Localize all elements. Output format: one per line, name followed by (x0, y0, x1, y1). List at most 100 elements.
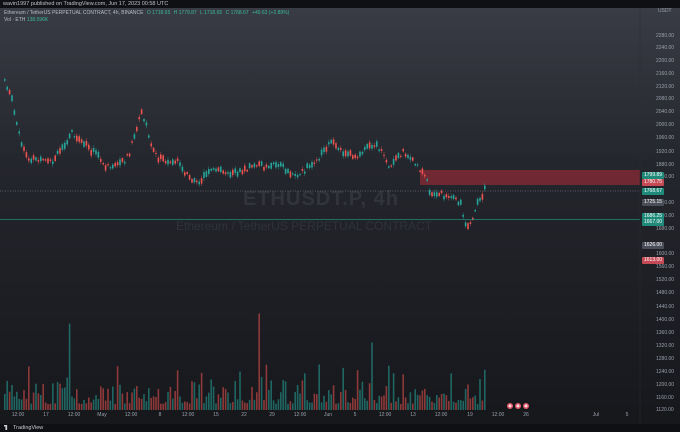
candle[interactable] (164, 160, 167, 164)
candle[interactable] (352, 155, 354, 159)
candle[interactable] (124, 161, 126, 164)
candle[interactable] (404, 153, 407, 157)
candle[interactable] (330, 139, 332, 144)
candle[interactable] (368, 142, 371, 149)
candle[interactable] (191, 179, 193, 183)
candle[interactable] (428, 189, 431, 195)
candle[interactable] (390, 165, 392, 167)
candle[interactable] (215, 168, 217, 172)
candle[interactable] (44, 159, 47, 161)
candle[interactable] (40, 156, 42, 162)
candle[interactable] (205, 171, 208, 177)
candle[interactable] (296, 174, 299, 178)
candle[interactable] (436, 192, 438, 197)
candle[interactable] (424, 174, 426, 177)
candle[interactable] (301, 168, 304, 171)
candle[interactable] (347, 151, 349, 157)
candle[interactable] (92, 148, 95, 152)
candle[interactable] (299, 174, 301, 176)
event-icon[interactable]: ◉ (507, 403, 513, 409)
candle[interactable] (234, 168, 236, 174)
candle[interactable] (460, 199, 462, 205)
candle[interactable] (438, 192, 440, 196)
candle[interactable] (102, 162, 104, 165)
candle[interactable] (383, 154, 385, 156)
candle[interactable] (222, 170, 224, 174)
candle[interactable] (239, 168, 241, 172)
candle[interactable] (66, 140, 68, 145)
candle[interactable] (320, 149, 323, 156)
candle[interactable] (181, 166, 184, 172)
candle[interactable] (323, 147, 325, 153)
candle[interactable] (373, 145, 376, 147)
candle[interactable] (114, 162, 116, 167)
candle[interactable] (416, 164, 419, 166)
candle[interactable] (160, 154, 162, 160)
candle[interactable] (359, 151, 361, 157)
candle[interactable] (335, 143, 337, 149)
event-icon[interactable]: ◉ (515, 403, 521, 409)
candle[interactable] (116, 162, 119, 166)
candle[interactable] (378, 149, 380, 152)
candle[interactable] (244, 165, 246, 172)
candle[interactable] (467, 223, 469, 230)
candle[interactable] (157, 157, 160, 163)
candle[interactable] (258, 161, 260, 166)
candle[interactable] (325, 146, 328, 152)
candle[interactable] (188, 175, 191, 180)
candle[interactable] (251, 165, 253, 168)
candle[interactable] (136, 126, 138, 132)
tradingview-logo[interactable]: TradingView (4, 425, 43, 431)
candle[interactable] (452, 195, 455, 200)
candle[interactable] (282, 163, 284, 168)
candle[interactable] (400, 155, 402, 157)
candle[interactable] (419, 170, 421, 172)
candle[interactable] (268, 165, 270, 169)
candle[interactable] (328, 142, 330, 145)
candle[interactable] (37, 160, 40, 162)
candle[interactable] (469, 222, 472, 224)
candle[interactable] (364, 147, 366, 150)
candle[interactable] (421, 168, 424, 175)
candle[interactable] (71, 130, 73, 132)
candle[interactable] (100, 158, 102, 162)
candle[interactable] (143, 118, 145, 122)
candle[interactable] (455, 197, 457, 200)
candle[interactable] (272, 162, 275, 165)
candle[interactable] (208, 168, 210, 174)
candle[interactable] (23, 146, 25, 152)
candle[interactable] (287, 168, 289, 174)
symbol-legend[interactable]: Ethereum / TetherUS PERPETUAL CONTRACT, … (4, 10, 291, 16)
candle[interactable] (311, 161, 313, 168)
candle[interactable] (16, 122, 18, 125)
candle[interactable] (145, 122, 148, 126)
candle[interactable] (107, 164, 109, 166)
candle[interactable] (47, 158, 49, 164)
candle[interactable] (138, 117, 140, 120)
candle[interactable] (304, 171, 306, 174)
candle[interactable] (150, 143, 152, 147)
candle[interactable] (42, 158, 44, 161)
candle[interactable] (332, 139, 335, 145)
candle[interactable] (481, 193, 484, 200)
candle[interactable] (56, 150, 59, 154)
candle[interactable] (246, 169, 248, 172)
candle[interactable] (443, 195, 445, 200)
candle[interactable] (176, 158, 179, 162)
candle[interactable] (131, 141, 133, 143)
candle[interactable] (395, 155, 397, 161)
candle[interactable] (133, 134, 136, 139)
candle[interactable] (76, 135, 78, 142)
candle[interactable] (73, 136, 76, 138)
candle[interactable] (172, 159, 174, 165)
candle[interactable] (318, 158, 320, 161)
candle[interactable] (128, 153, 131, 157)
candle[interactable] (54, 155, 56, 161)
candle[interactable] (448, 196, 450, 198)
candle[interactable] (78, 136, 80, 142)
candle[interactable] (349, 150, 352, 156)
candle[interactable] (457, 201, 460, 206)
candle[interactable] (354, 154, 356, 159)
candle[interactable] (380, 149, 383, 151)
candle[interactable] (450, 196, 452, 198)
